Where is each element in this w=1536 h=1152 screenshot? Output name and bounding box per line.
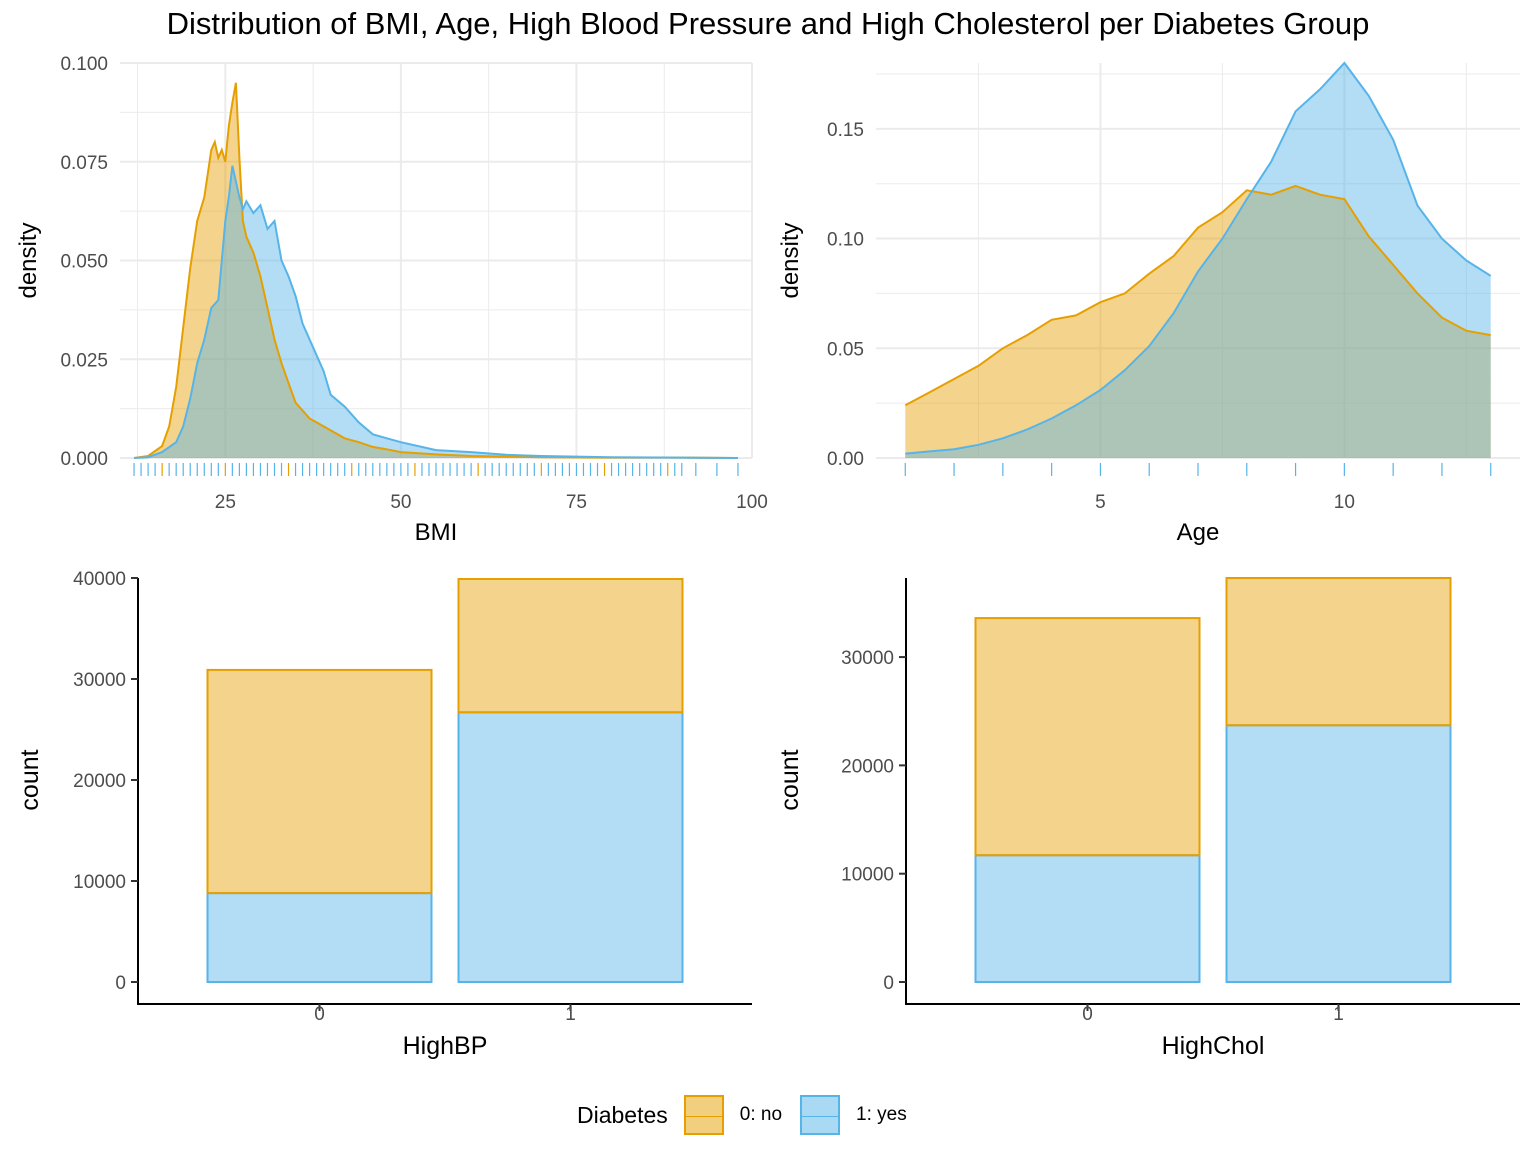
y-tick-label: 40000	[73, 569, 126, 590]
grid	[876, 63, 1520, 459]
x-axis-label: HighBP	[403, 1032, 488, 1060]
bar-0-yes	[974, 854, 1201, 984]
y-tick-label: 10000	[841, 865, 894, 886]
density-line-yes	[905, 61, 1492, 455]
y-tick-label: 10000	[73, 872, 126, 893]
y-tick-label: 0.100	[60, 54, 108, 75]
y-tick-label: 20000	[73, 771, 126, 792]
y-tick-label: 30000	[841, 648, 894, 669]
legend: Diabetes 0: no 1: yes	[577, 1092, 925, 1138]
y-tick-label: 0.000	[60, 449, 108, 470]
density-line-no	[133, 82, 739, 459]
y-tick-label: 0.050	[60, 252, 108, 273]
x-tick-label: 10	[1334, 492, 1355, 513]
highchol-bar-panel: 0 10000 20000 30000 0 1 HighChol count	[776, 577, 1520, 1060]
x-tick-label: 1	[565, 1004, 576, 1025]
x-tick-label: 1	[1333, 1004, 1344, 1025]
x-tick-label: 0	[314, 1004, 325, 1025]
legend-label-no: 0: no	[739, 1104, 783, 1125]
rug	[904, 463, 1492, 476]
y-axis-label: density	[15, 222, 42, 298]
y-tick-label: 0.05	[827, 339, 864, 360]
y-tick-label: 0	[883, 973, 894, 994]
y-tick-label: 0.075	[60, 153, 108, 174]
y-tick-label: 0.025	[60, 350, 108, 371]
age-density-panel: 0.00 0.05 0.10 0.15 5 10 Age density	[777, 61, 1520, 546]
rug	[133, 463, 739, 476]
legend-key-yes	[800, 1095, 841, 1135]
grid	[120, 62, 753, 459]
y-tick-label: 0.00	[827, 449, 864, 470]
x-tick-label: 5	[1095, 492, 1106, 513]
density-area-yes	[134, 165, 738, 458]
density-area-no	[134, 82, 738, 459]
density-area-no	[905, 185, 1491, 458]
y-tick-label: 0.10	[827, 230, 864, 251]
x-axis-label: BMI	[415, 519, 458, 546]
x-tick-label: 50	[390, 492, 411, 513]
y-axis-label: count	[16, 749, 44, 810]
y-tick-label: 0.15	[827, 120, 864, 141]
highbp-bar-panel: 0 10000 20000 30000 40000 0 1 HighBP count	[16, 569, 752, 1060]
chart-title: Distribution of BMI, Age, High Blood Pre…	[166, 6, 1370, 41]
x-tick-label: 25	[215, 492, 236, 513]
y-axis-label: density	[777, 222, 804, 298]
legend-label-yes: 1: yes	[856, 1104, 907, 1125]
x-axis-label: HighChol	[1162, 1032, 1265, 1060]
y-axis-label: count	[776, 749, 804, 810]
y-tick-label: 0	[115, 973, 126, 994]
x-axis-label: Age	[1177, 519, 1220, 546]
legend-title: Diabetes	[577, 1101, 668, 1128]
legend-key-no	[683, 1095, 724, 1135]
density-line-no	[904, 184, 1491, 407]
x-tick-label: 75	[566, 492, 587, 513]
bar-0-no	[974, 617, 1201, 857]
x-tick-label: 100	[736, 492, 768, 513]
density-area-yes	[905, 63, 1491, 458]
bar-0-yes	[206, 892, 433, 983]
bar-0-no	[206, 668, 433, 895]
bar-1-no	[1225, 577, 1452, 727]
y-tick-label: 20000	[841, 756, 894, 777]
bar-1-yes	[1225, 724, 1452, 983]
x-tick-label: 0	[1082, 1004, 1093, 1025]
bar-1-no	[457, 578, 684, 714]
y-tick-label: 30000	[73, 670, 126, 691]
density-line-yes	[133, 165, 739, 459]
bar-1-yes	[457, 711, 684, 984]
bmi-density-panel: 0.000 0.025 0.050 0.075 0.100 25 50 75 100 BMI den…	[15, 54, 768, 546]
